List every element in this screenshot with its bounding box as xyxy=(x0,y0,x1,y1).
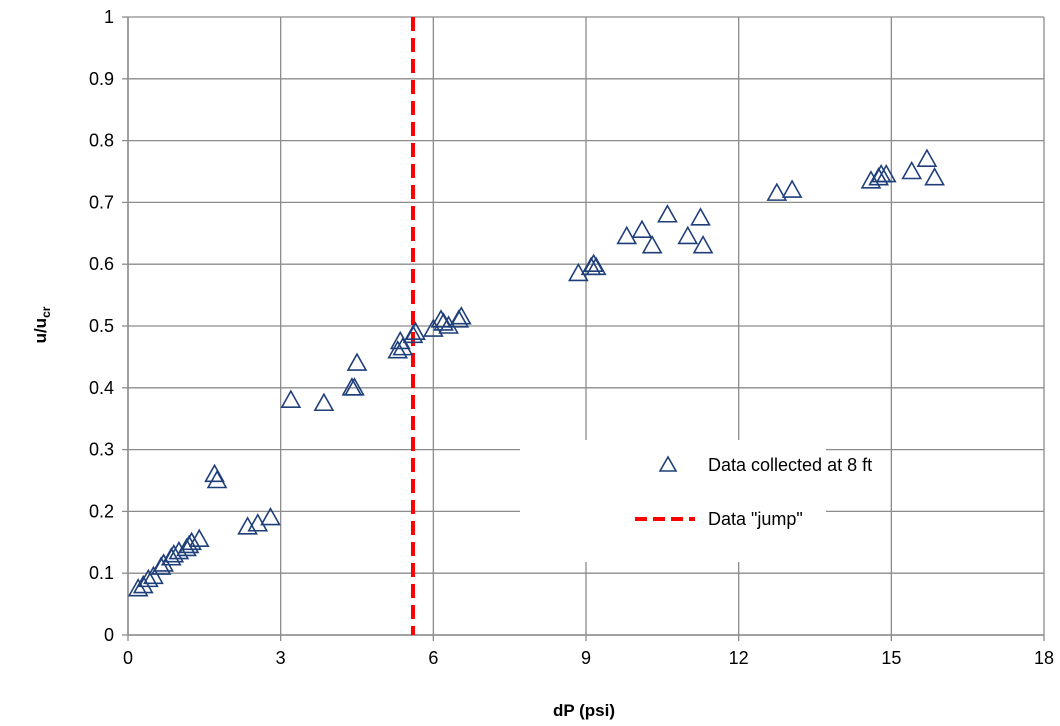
axes xyxy=(122,16,1045,641)
data-point xyxy=(901,160,923,180)
data-point xyxy=(280,389,302,408)
data-point xyxy=(346,352,368,371)
data-point xyxy=(247,513,269,532)
data-point xyxy=(690,207,711,226)
y-axis-title: u/ucr xyxy=(31,306,53,343)
x-tick-label: 3 xyxy=(276,648,286,668)
data-point xyxy=(781,179,803,198)
data-point xyxy=(916,148,938,167)
data-point xyxy=(132,574,154,594)
y-tick-label: 0.5 xyxy=(89,316,114,336)
data-point xyxy=(344,377,365,396)
y-tick-label: 0.4 xyxy=(89,378,114,398)
data-points xyxy=(127,148,945,597)
data-point xyxy=(405,321,426,340)
y-tick-label: 0.1 xyxy=(89,563,114,583)
data-point xyxy=(585,256,607,276)
y-tick-label: 0.6 xyxy=(89,254,114,274)
data-point xyxy=(313,392,335,412)
data-point xyxy=(924,167,945,186)
legend-label-data-jump: Data "jump" xyxy=(708,509,803,529)
y-tick-label: 0.9 xyxy=(89,69,114,89)
data-point xyxy=(188,528,210,548)
data-point xyxy=(657,204,678,223)
legend-marker-triangle xyxy=(658,455,678,472)
x-tick-label: 12 xyxy=(729,648,749,668)
x-tick-label: 15 xyxy=(881,648,901,668)
data-point xyxy=(137,568,159,588)
data-point xyxy=(168,540,190,560)
data-point xyxy=(260,506,281,526)
data-point xyxy=(206,469,228,489)
data-point xyxy=(692,235,714,254)
x-tick-label: 6 xyxy=(428,648,438,668)
x-tick-label: 18 xyxy=(1034,648,1054,668)
x-axis-title: dP (psi) xyxy=(553,701,615,720)
x-tick-label: 0 xyxy=(123,648,133,668)
y-axis-title-subscript: cr xyxy=(39,306,53,318)
data-point xyxy=(677,225,699,245)
y-tick-label: 1 xyxy=(104,7,114,27)
y-tick-label: 0.2 xyxy=(89,501,114,521)
legend-label-data-8ft: Data collected at 8 ft xyxy=(708,455,872,475)
data-point xyxy=(433,312,454,331)
data-point xyxy=(567,262,589,282)
y-tick-label: 0.7 xyxy=(89,192,114,212)
data-point xyxy=(422,318,444,337)
data-point xyxy=(766,182,788,201)
data-point xyxy=(181,531,202,551)
data-point xyxy=(641,235,663,254)
data-point xyxy=(387,340,409,359)
data-point xyxy=(631,219,653,239)
y-axis-title-main: u/u xyxy=(31,318,50,344)
data-point xyxy=(153,553,174,572)
y-tick-label: 0.8 xyxy=(89,131,114,151)
x-tick-label: 9 xyxy=(581,648,591,668)
data-point xyxy=(450,306,472,325)
data-point xyxy=(143,565,164,585)
y-tick-label: 0 xyxy=(104,625,114,645)
data-point xyxy=(127,578,149,597)
data-point xyxy=(860,170,882,189)
y-tick-label: 0.3 xyxy=(89,440,114,460)
data-point xyxy=(438,315,459,334)
data-point xyxy=(204,463,225,483)
data-point xyxy=(392,336,414,356)
data-point xyxy=(875,163,897,183)
data-point xyxy=(616,225,638,245)
legend: Data collected at 8 ft Data "jump" xyxy=(520,440,872,562)
tick-labels: 0 0.1 0.2 0.3 0.4 0.5 0.6 0.7 0.8 0.9 1 0 3 6 9 12 15 18 xyxy=(89,7,1054,668)
legend-background xyxy=(520,440,826,562)
